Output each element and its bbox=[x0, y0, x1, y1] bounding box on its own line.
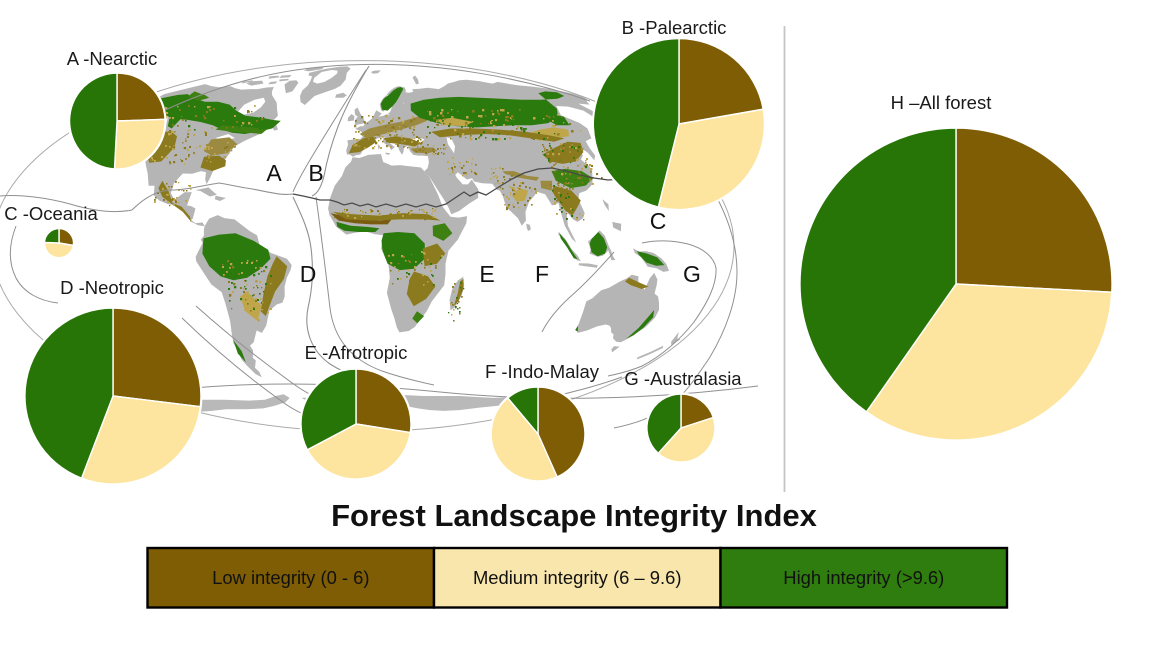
svg-text:C -Oceania: C -Oceania bbox=[4, 203, 98, 224]
svg-text:A: A bbox=[266, 160, 282, 186]
svg-text:Medium integrity (6 – 9.6): Medium integrity (6 – 9.6) bbox=[473, 567, 682, 588]
svg-text:B -Palearctic: B -Palearctic bbox=[622, 17, 727, 38]
svg-text:E: E bbox=[479, 261, 494, 287]
svg-text:H –All forest: H –All forest bbox=[891, 92, 992, 113]
svg-text:High integrity (>9.6): High integrity (>9.6) bbox=[783, 567, 944, 588]
svg-text:C: C bbox=[650, 208, 667, 234]
svg-text:G: G bbox=[683, 261, 701, 287]
svg-text:G -Australasia: G -Australasia bbox=[624, 368, 742, 389]
svg-text:Low integrity (0 - 6): Low integrity (0 - 6) bbox=[212, 567, 369, 588]
svg-text:Forest Landscape Integrity Ind: Forest Landscape Integrity Index bbox=[331, 498, 818, 533]
svg-text:D -Neotropic: D -Neotropic bbox=[60, 277, 164, 298]
svg-text:F -Indo-Malay: F -Indo-Malay bbox=[485, 361, 600, 382]
svg-text:F: F bbox=[535, 261, 549, 287]
svg-text:A -Nearctic: A -Nearctic bbox=[67, 48, 157, 69]
svg-text:D: D bbox=[300, 261, 317, 287]
svg-text:E -Afrotropic: E -Afrotropic bbox=[305, 342, 408, 363]
svg-text:B: B bbox=[308, 160, 323, 186]
